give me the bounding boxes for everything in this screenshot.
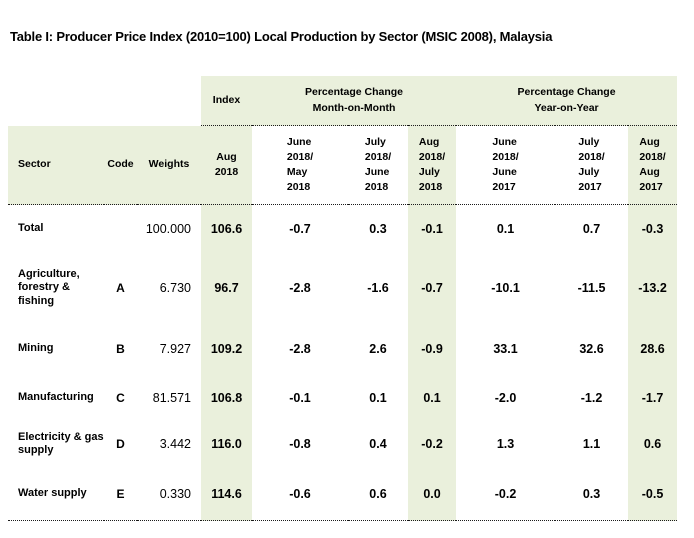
weights-cell: 100.000	[145, 222, 191, 236]
table-row-water-supply: Water supply E 0.330 114.6 -0.6 0.6 0.0 …	[8, 468, 678, 521]
col-header-label: Aug 2018/ July 2018	[418, 135, 446, 194]
index-cell: 106.6	[201, 204, 252, 253]
sector-cell: Water supply	[8, 468, 104, 521]
weights-cell: 81.571	[152, 390, 191, 405]
yoy-cell: -13.2	[628, 253, 678, 323]
mom-cell: 0.1	[369, 390, 387, 405]
col-header-label: June 2018/ June 2017	[492, 135, 519, 194]
spacer-cell	[8, 76, 201, 126]
mom-cell: 0.3	[369, 222, 387, 236]
sector-cell: Mining	[18, 342, 54, 355]
table-row-mining: Mining B 7.927 109.2 -2.8 2.6 -0.9 33.1 …	[8, 323, 678, 375]
yoy-cell: 0.1	[496, 222, 515, 236]
sector-cell: Electricity & gas supply	[18, 430, 104, 456]
col-header-label: July 2018/ June 2018	[364, 135, 392, 194]
table-row-agriculture: Agriculture, forestry & fishing A 6.730 …	[8, 253, 678, 323]
mom-cell: 2.6	[369, 342, 387, 356]
mom-cell: 0.1	[408, 375, 457, 420]
yoy-cell: 33.1	[493, 342, 518, 356]
code-cell: B	[116, 342, 125, 356]
weights-cell: 7.927	[159, 342, 191, 356]
yoy-cell: -10.1	[491, 281, 520, 295]
mom-cell: -0.2	[408, 420, 457, 468]
index-cell: 116.0	[201, 420, 252, 468]
yoy-cell: -0.5	[628, 468, 678, 521]
group-header-index: Index	[201, 76, 252, 126]
index-cell: 106.8	[201, 375, 252, 420]
code-cell	[104, 205, 137, 254]
mom-cell: -0.7	[289, 222, 311, 236]
weights-cell: 6.730	[159, 281, 191, 295]
col-header-mom-aug: Aug 2018/ July 2018	[408, 125, 457, 205]
col-header-yoy-july: July 2018/ July 2017	[555, 125, 629, 205]
mom-cell: 0.6	[348, 468, 408, 521]
code-cell: E	[104, 468, 137, 521]
col-header-code: Code	[104, 125, 137, 205]
col-header-label: June 2018/ May 2018	[286, 135, 314, 194]
code-cell: A	[116, 281, 125, 295]
yoy-cell: 0.3	[555, 468, 629, 521]
yoy-cell: -2.0	[494, 390, 517, 405]
yoy-cell: -0.2	[456, 468, 556, 521]
yoy-cell: -1.7	[628, 375, 678, 420]
col-header-sector: Sector	[8, 125, 104, 205]
page-title: Table I: Producer Price Index (2010=100)…	[10, 29, 553, 44]
mom-cell: -0.1	[408, 204, 457, 253]
mom-cell: -0.9	[408, 323, 457, 375]
group-header-row: Index Percentage Change Month-on-Month P…	[8, 76, 678, 126]
yoy-cell: 1.3	[496, 437, 515, 451]
group-header-yoy: Percentage Change Year-on-Year	[456, 76, 678, 126]
yoy-cell: 32.6	[579, 342, 604, 356]
table-row-total: Total 100.000 106.6 -0.7 0.3 -0.1 0.1 0.…	[8, 204, 678, 254]
index-cell: 96.7	[201, 253, 252, 323]
col-header-label: Aug 2018/ Aug 2017	[639, 135, 666, 194]
weights-cell: 3.442	[159, 437, 191, 451]
ppi-table: Index Percentage Change Month-on-Month P…	[8, 76, 678, 521]
yoy-cell: 1.1	[582, 437, 601, 451]
sector-cell: Manufacturing	[18, 390, 94, 403]
yoy-cell: 0.6	[628, 420, 678, 468]
yoy-cell: -11.5	[577, 281, 606, 295]
yoy-cell: -0.3	[628, 204, 678, 253]
table-row-electricity-gas: Electricity & gas supply D 3.442 116.0 -…	[8, 420, 678, 468]
mom-cell: -0.6	[252, 468, 348, 521]
yoy-cell: -1.2	[580, 390, 603, 405]
mom-cell: -2.8	[289, 342, 311, 356]
weights-cell: 0.330	[137, 468, 201, 521]
mom-cell: -2.8	[289, 281, 311, 295]
yoy-cell: 28.6	[628, 323, 678, 375]
code-cell: C	[116, 390, 125, 405]
group-header-mom: Percentage Change Month-on-Month	[252, 76, 457, 126]
mom-cell: -1.6	[367, 281, 389, 295]
mom-cell: -0.7	[408, 253, 457, 323]
col-header-mom-june: June 2018/ May 2018	[252, 125, 348, 205]
table-row-manufacturing: Manufacturing C 81.571 106.8 -0.1 0.1 0.…	[8, 375, 678, 420]
col-header-yoy-aug: Aug 2018/ Aug 2017	[628, 125, 678, 205]
col-header-weights: Weights	[137, 125, 201, 205]
mom-cell: 0.0	[408, 468, 457, 521]
col-header-mom-july: July 2018/ June 2018	[348, 125, 408, 205]
col-header-index-aug-2018: Aug 2018	[201, 125, 252, 205]
col-header-label: July 2018/ July 2017	[578, 135, 605, 194]
mom-cell: 0.4	[369, 437, 387, 451]
col-header-yoy-june: June 2018/ June 2017	[456, 125, 556, 205]
mom-cell: -0.8	[289, 437, 311, 451]
index-cell: 109.2	[201, 323, 252, 375]
index-cell: 114.6	[201, 468, 252, 521]
mom-cell: -0.1	[289, 390, 311, 405]
sector-cell: Agriculture, forestry & fishing	[18, 268, 80, 307]
yoy-cell: 0.7	[582, 222, 601, 236]
code-cell: D	[116, 437, 125, 451]
column-header-row: Sector Code Weights Aug 2018 June 2018/ …	[8, 125, 678, 205]
sector-cell: Total	[18, 222, 44, 235]
